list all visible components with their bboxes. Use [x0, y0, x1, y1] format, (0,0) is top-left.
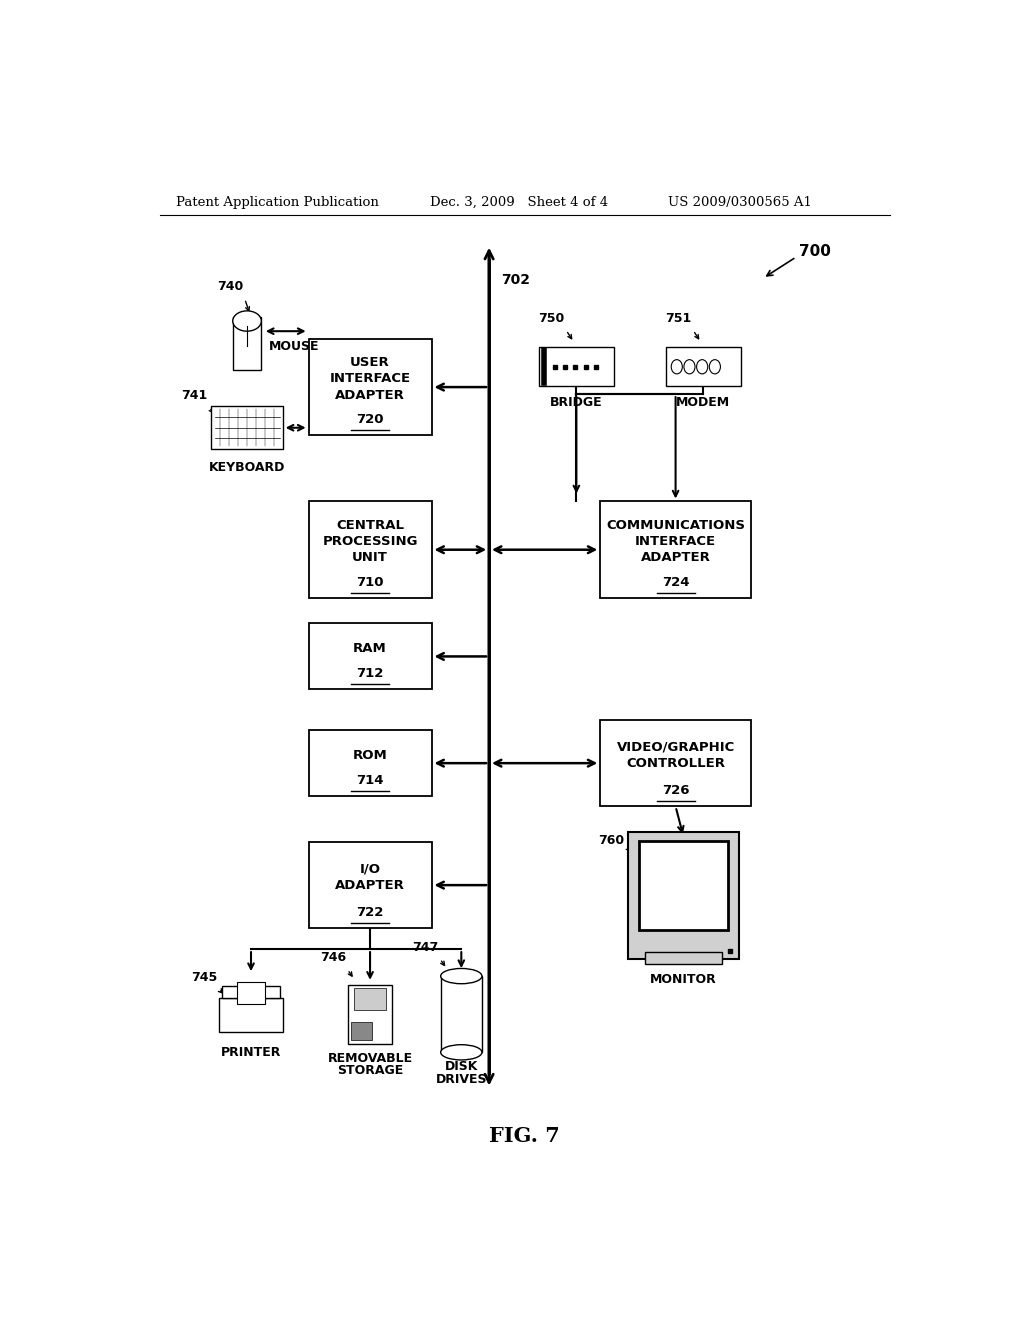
Text: I/O: I/O	[359, 862, 381, 875]
Text: INTERFACE: INTERFACE	[330, 372, 411, 385]
Text: 720: 720	[356, 413, 384, 426]
Text: 760: 760	[598, 834, 624, 847]
Text: 750: 750	[539, 312, 564, 325]
Text: FIG. 7: FIG. 7	[489, 1126, 560, 1146]
Bar	[308, 339, 431, 436]
Text: 741: 741	[181, 389, 207, 403]
Bar	[628, 832, 739, 958]
Circle shape	[710, 359, 721, 374]
Text: 745: 745	[190, 970, 217, 983]
Text: 722: 722	[356, 906, 384, 919]
Text: 714: 714	[356, 774, 384, 787]
Text: DISK: DISK	[444, 1060, 478, 1073]
Ellipse shape	[440, 969, 482, 983]
Circle shape	[671, 359, 682, 374]
Text: DRIVES: DRIVES	[435, 1073, 487, 1085]
Text: STORAGE: STORAGE	[337, 1064, 403, 1077]
Circle shape	[684, 359, 695, 374]
Bar	[348, 985, 392, 1044]
Text: US 2009/0300565 A1: US 2009/0300565 A1	[668, 195, 812, 209]
Bar	[308, 623, 431, 689]
Text: RAM: RAM	[353, 642, 387, 655]
Bar	[639, 841, 728, 929]
Text: UNIT: UNIT	[352, 552, 388, 565]
Text: ADAPTER: ADAPTER	[335, 388, 404, 401]
Text: MONITOR: MONITOR	[650, 973, 717, 986]
Text: 740: 740	[217, 280, 243, 293]
Text: 726: 726	[662, 784, 689, 797]
Bar	[222, 986, 280, 998]
Bar	[600, 502, 751, 598]
Text: 710: 710	[356, 576, 384, 589]
Text: USER: USER	[350, 356, 390, 370]
Bar	[211, 407, 283, 449]
Bar	[666, 347, 741, 385]
Bar	[440, 975, 482, 1052]
Text: KEYBOARD: KEYBOARD	[209, 461, 286, 474]
Text: MODEM: MODEM	[676, 396, 730, 409]
Text: Patent Application Publication: Patent Application Publication	[176, 195, 379, 209]
Bar	[645, 952, 722, 964]
Text: REMOVABLE: REMOVABLE	[328, 1052, 413, 1065]
Bar	[219, 998, 283, 1032]
Text: CONTROLLER: CONTROLLER	[626, 756, 725, 770]
Text: 702: 702	[501, 273, 530, 288]
Text: COMMUNICATIONS: COMMUNICATIONS	[606, 519, 745, 532]
Text: 746: 746	[319, 952, 346, 965]
Text: 751: 751	[666, 312, 691, 325]
Text: ADAPTER: ADAPTER	[641, 552, 711, 565]
Text: 712: 712	[356, 668, 384, 680]
Text: INTERFACE: INTERFACE	[635, 535, 716, 548]
Text: MOUSE: MOUSE	[269, 341, 319, 352]
Text: PRINTER: PRINTER	[221, 1047, 282, 1059]
Text: CENTRAL: CENTRAL	[336, 519, 404, 532]
Bar	[600, 719, 751, 807]
Bar	[308, 730, 431, 796]
Ellipse shape	[440, 1044, 482, 1060]
Text: ROM: ROM	[352, 748, 387, 762]
Text: PROCESSING: PROCESSING	[323, 535, 418, 548]
Text: Dec. 3, 2009   Sheet 4 of 4: Dec. 3, 2009 Sheet 4 of 4	[430, 195, 607, 209]
Bar	[308, 842, 431, 928]
Bar	[539, 347, 614, 385]
Text: 724: 724	[662, 576, 689, 589]
Ellipse shape	[232, 312, 261, 331]
Text: VIDEO/GRAPHIC: VIDEO/GRAPHIC	[616, 741, 734, 754]
Text: BRIDGE: BRIDGE	[550, 396, 603, 409]
Bar	[351, 1022, 373, 1040]
Text: ADAPTER: ADAPTER	[335, 879, 404, 891]
Bar	[237, 982, 265, 1005]
Text: 700: 700	[799, 244, 830, 260]
Bar	[232, 317, 261, 370]
Bar	[308, 502, 431, 598]
Text: 747: 747	[412, 941, 438, 954]
Circle shape	[696, 359, 708, 374]
Bar	[354, 987, 386, 1010]
